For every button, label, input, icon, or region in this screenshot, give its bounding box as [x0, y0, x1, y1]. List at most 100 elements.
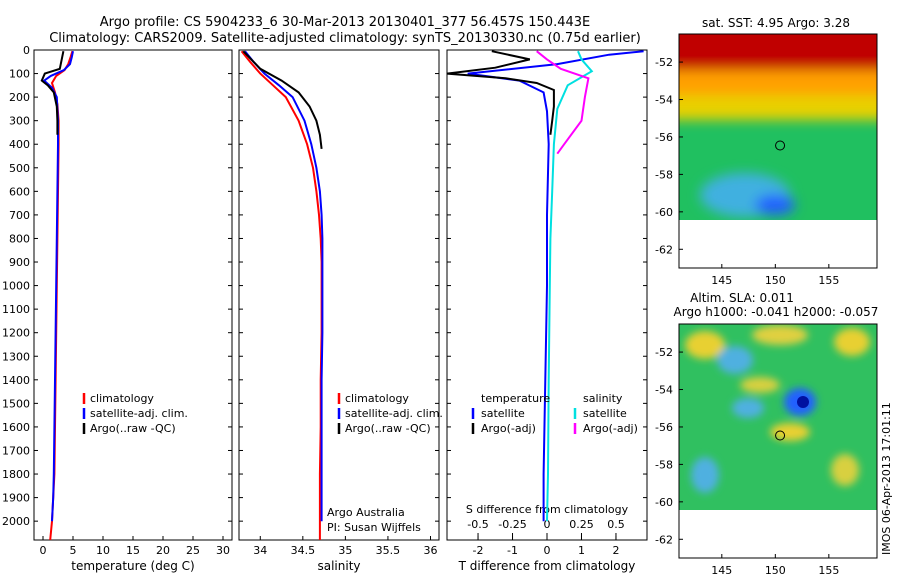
sst-warm-band — [679, 34, 877, 75]
sst_map-xtick-label: 150 — [765, 274, 786, 287]
temperature-xtick-label: 25 — [186, 544, 200, 557]
sst_map-ytick-label: -52 — [655, 56, 673, 69]
difference-xtick-label: 2 — [612, 544, 619, 557]
temperature-ytick-label: 1600 — [2, 421, 30, 434]
salinity-frame — [238, 49, 440, 541]
sla-yellow-blob-6 — [831, 454, 859, 486]
sla-low-core — [797, 396, 809, 408]
temperature-ytick-label: 1000 — [2, 280, 30, 293]
sla-map-title-2: Argo h1000: -0.041 h2000: -0.057 — [674, 305, 879, 319]
temperature-ytick-label: 500 — [9, 162, 30, 175]
temperature-panel: 0 5 10 15 20 25 300100200300400500600700800900… — [2, 44, 233, 573]
difference-series-3 — [536, 50, 590, 155]
sla_map-xtick-label: 145 — [711, 564, 732, 577]
sst-argo-marker — [775, 140, 786, 151]
sla-yellow-blob-2 — [752, 325, 808, 345]
sla_map-xtick-label: 150 — [765, 564, 786, 577]
sst-map-axes: 145 150 155 -52 -54 -56 -58 -60 -62 — [655, 56, 839, 287]
difference-xtick-top-label: -0.5 — [467, 518, 488, 531]
temperature-ytick-label: 1900 — [2, 492, 30, 505]
difference-xtick-top-label: 0.5 — [607, 518, 625, 531]
difference-xtick-top-label: -0.25 — [498, 518, 526, 531]
temperature-ytick-label: 1200 — [2, 327, 30, 340]
sst_map-ytick-label: -56 — [655, 131, 673, 144]
sla-empty-area — [679, 510, 877, 558]
salinity-xtick-label: 34.5 — [291, 544, 316, 557]
sla-yellow-blob-3 — [834, 328, 870, 356]
temperature-ytick-label: 1800 — [2, 468, 30, 481]
difference-xtick-label: -1 — [507, 544, 518, 557]
temperature-ytick-label: 600 — [9, 185, 30, 198]
difference-xlabel: T difference from climatology — [458, 559, 636, 573]
temperature-legend-label: climatology — [90, 392, 154, 405]
difference-xtick-label: -2 — [473, 544, 484, 557]
difference-series-1 — [446, 50, 555, 135]
difference-legend-header-temperature: temperature — [481, 392, 550, 405]
sla-blue-blob-1 — [717, 346, 753, 374]
sst-map-frame — [678, 33, 878, 269]
sst_map-xtick-label: 155 — [818, 274, 839, 287]
temperature-ytick-label: 1400 — [2, 374, 30, 387]
temperature-ytick-label: 400 — [9, 138, 30, 151]
title-line-2: Climatology: CARS2009. Satellite-adjuste… — [49, 31, 641, 46]
temperature-ytick-label: 1300 — [2, 350, 30, 363]
salinity-xtick-label: 35 — [338, 544, 352, 557]
sst-map-title: sat. SST: 4.95 Argo: 3.28 — [702, 16, 850, 30]
salinity-legend-label: climatology — [345, 392, 409, 405]
salinity-xtick-label: 35.5 — [376, 544, 401, 557]
sla-map-field — [679, 324, 877, 510]
temperature-ytick-label: 1100 — [2, 303, 30, 316]
temperature-ytick-label: 300 — [9, 115, 30, 128]
sla-map-title-1: Altim. SLA: 0.011 — [690, 291, 794, 305]
sla_map-ytick-label: -62 — [655, 533, 673, 546]
salinity-series-1 — [244, 50, 324, 522]
temperature-xlabel: temperature (deg C) — [71, 559, 194, 573]
salinity-series-2 — [242, 50, 323, 150]
temperature-ytick-label: 200 — [9, 91, 30, 104]
salinity-legend-label: satellite-adj. clim. — [345, 407, 443, 420]
sla-yellow-blob-5 — [770, 423, 810, 441]
sst-empty-area — [679, 220, 877, 268]
temperature-xtick-label: 10 — [96, 544, 110, 557]
sla-blue-blob-3 — [691, 457, 719, 493]
salinity-annotation-1: Argo Australia — [327, 506, 405, 519]
temperature-ytick-label: 1500 — [2, 397, 30, 410]
difference-series-2 — [546, 50, 594, 522]
sst_map-ytick-label: -62 — [655, 243, 673, 256]
difference-xtick-label: 0 — [544, 544, 551, 557]
sla_map-ytick-label: -52 — [655, 346, 673, 359]
salinity-annotation-2: PI: Susan Wijffels — [327, 521, 421, 534]
difference-legend-label: Argo(-adj) — [481, 422, 536, 435]
sla-argo-marker — [775, 430, 786, 441]
difference-xtick-top-label: 0.25 — [569, 518, 594, 531]
salinity-xlabel: salinity — [317, 559, 360, 573]
temperature-xtick-label: 15 — [126, 544, 140, 557]
imos-timestamp: IMOS 06-Apr-2013 17:01:11 — [880, 402, 893, 555]
temperature-series-1 — [42, 51, 74, 522]
sst-yellow-band — [679, 95, 877, 120]
salinity-legend-label: Argo(..raw -QC) — [345, 422, 431, 435]
difference-legend-label: satellite — [481, 407, 525, 420]
difference-legend-header-salinity: salinity — [583, 392, 623, 405]
temperature-ytick-label: 0 — [23, 44, 30, 57]
sst_map-xtick-label: 145 — [711, 274, 732, 287]
temperature-ytick-label: 100 — [9, 68, 30, 81]
sst-map-panel: sat. SST: 4.95 Argo: 3.28 145 150 155 -52 -5… — [655, 16, 878, 287]
sst_map-ytick-label: -60 — [655, 206, 673, 219]
temperature-ytick-label: 700 — [9, 209, 30, 222]
temperature-frame — [33, 49, 233, 541]
sla-blue-blob-2 — [732, 398, 764, 418]
sst-coldest-patch — [755, 195, 795, 215]
sst_map-ytick-label: -54 — [655, 94, 673, 107]
sst-map-field — [679, 34, 877, 220]
difference-legend-label: Argo(-adj) — [583, 422, 638, 435]
salinity-xtick-label: 34 — [253, 544, 267, 557]
salinity-xtick-label: 36 — [423, 544, 437, 557]
temperature-xtick-label: 0 — [40, 544, 47, 557]
temperature-xtick-label: 5 — [70, 544, 77, 557]
difference-legend-label: satellite — [583, 407, 627, 420]
sla_map-ytick-label: -54 — [655, 384, 673, 397]
difference-xtick-label: 1 — [578, 544, 585, 557]
sst_map-ytick-label: -58 — [655, 168, 673, 181]
